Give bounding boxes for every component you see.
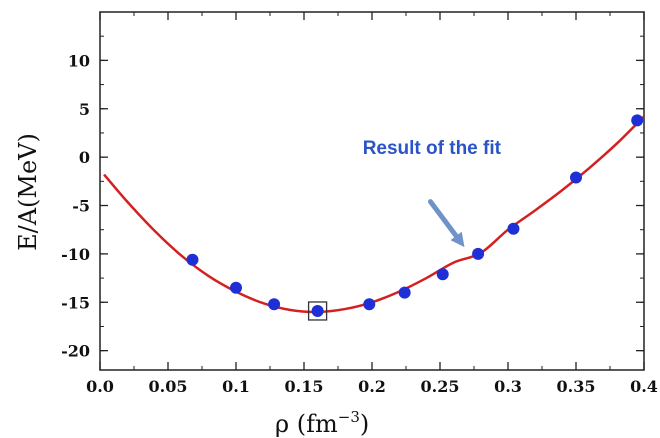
y-tick-label: 0	[79, 148, 90, 167]
data-point	[398, 286, 411, 299]
data-point	[268, 298, 281, 311]
data-point	[472, 247, 485, 260]
y-axis-title: E/A(MeV)	[14, 133, 42, 251]
x-tick-label: 0.1	[222, 377, 250, 396]
x-tick-label: 0.35	[557, 377, 596, 396]
x-axis-title-exponent: −3	[338, 408, 360, 426]
y-tick-label: 10	[68, 51, 90, 70]
x-tick-label: 0.4	[630, 377, 658, 396]
x-tick-label: 0.2	[358, 377, 386, 396]
data-point	[311, 304, 324, 317]
data-point	[436, 268, 449, 281]
annotation-arrow-head	[450, 231, 465, 248]
y-tick-label: 5	[79, 100, 90, 119]
y-tick-label: -15	[61, 293, 90, 312]
y-tick-label: -10	[61, 245, 90, 264]
x-tick-label: 0.25	[421, 377, 460, 396]
plot-area: 0.0 0.05 0.1 0.15 0.2 0.25 0.3 0.35 0.4 10 5 0 -5 -10…	[61, 11, 658, 396]
x-tick-label: 0.3	[494, 377, 522, 396]
data-point	[570, 171, 582, 184]
x-axis-title-base: ρ (fm	[275, 410, 338, 438]
x-tick-label: 0.0	[86, 377, 114, 396]
y-tick-label: -5	[72, 197, 90, 216]
data-point	[363, 298, 376, 311]
data-point	[507, 222, 520, 235]
data-point	[230, 281, 242, 294]
y-tick-label: -20	[61, 342, 90, 361]
data-point	[186, 253, 199, 266]
annotation-arrow-shaft	[427, 199, 459, 239]
x-axis-title-close: )	[360, 410, 369, 438]
x-tick-label: 0.05	[149, 377, 188, 396]
x-tick-label: 0.15	[285, 377, 324, 396]
data-point	[631, 114, 644, 127]
x-axis-title: ρ (fm−3)	[275, 408, 369, 438]
saturation-point-box	[307, 301, 328, 321]
annotation-label: Result of the fit	[363, 138, 502, 159]
